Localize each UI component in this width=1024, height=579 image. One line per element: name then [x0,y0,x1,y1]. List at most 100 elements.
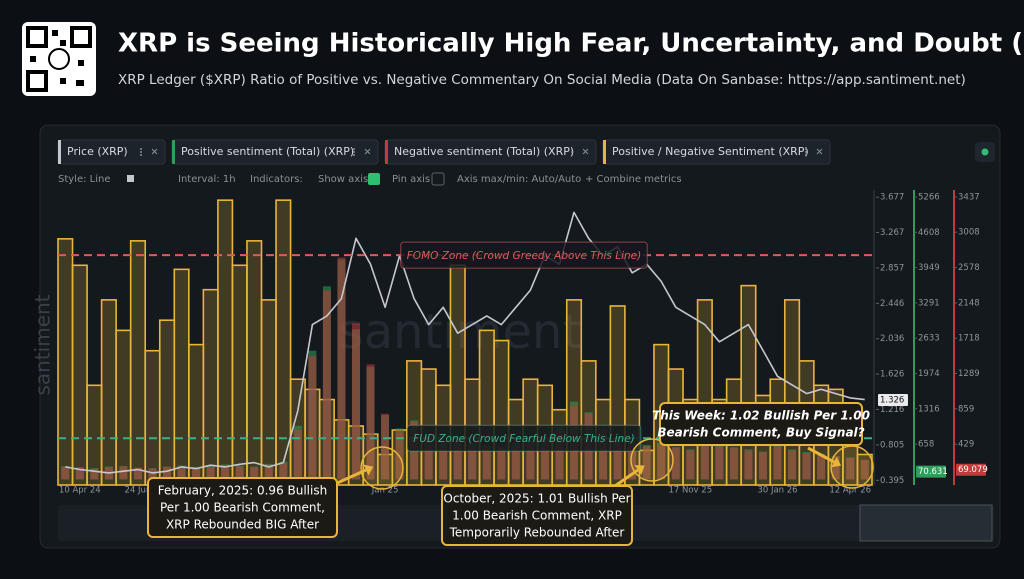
annotation-text: Temporarily Rebounded After [449,526,625,540]
toolbar-item: Indicators: [250,174,303,185]
y-tick-label: 1.626 [880,370,904,380]
y-tick-label: 0.805 [880,440,904,450]
price-line [65,211,865,474]
y-tick-label: 1718 [958,334,980,344]
toolbar-item: Interval: 1h [178,174,236,185]
sentiment-bar [148,468,157,480]
ratio-bar [57,238,74,486]
legend-close [364,148,371,155]
qr-finder [26,70,48,92]
x-tick-label: 17 Nov 25 [668,486,712,496]
watermark-side: santiment [31,294,55,395]
legend-item[interactable]: Price (XRP) [57,139,166,165]
ratio-bar [173,268,190,486]
zone-label: FUD Zone (Crowd Fearful Below This Line) [413,433,635,445]
legend-swatch [58,140,61,164]
y-tick-label: 859 [958,404,974,414]
y-tick-label: 4608 [918,228,940,238]
legend-swatch [385,140,388,164]
sentiment-bar [250,467,259,480]
sentiment-bar [279,462,288,480]
sentiment-bar [831,456,840,480]
y-tick-label: 2633 [918,334,940,344]
last-value-badge [956,463,986,476]
x-tick-label: 30 Jan 26 [757,486,797,496]
annotation-text: Bearish Comment, Buy Signal? [657,426,864,440]
ratio-bar [71,264,88,486]
y-tick-label: 1289 [958,369,980,379]
y-tick-label: 658 [918,440,934,450]
sentiment-bar [308,356,317,480]
legend-close [582,148,589,155]
sentiment-bar [817,454,826,480]
legend-menu [353,148,355,150]
sentiment-bar [788,450,797,480]
ratio-bar [115,329,132,486]
legend-menu [805,154,807,156]
sentiment-bar [264,464,273,480]
annotation-text: 1.00 Bearish Comment, XRP [452,509,622,523]
legend-item[interactable]: Negative sentiment (Total) (XRP) [384,139,597,165]
legend-swatch [603,140,606,164]
sentiment-bar [729,448,738,480]
sentiment-bar [366,364,375,480]
sentiment-bar [119,466,128,480]
y-tick-label: 3291 [918,298,940,308]
sentiment-bar [846,458,855,480]
sentiment-bar [758,452,767,480]
sentiment-bar [75,467,84,480]
qr-dot [60,78,66,84]
qr-dot [30,56,36,62]
sentiment-bar [395,430,404,480]
color-picker [127,175,134,182]
ratio-bar [231,264,248,486]
legend-close [816,148,823,155]
zone-label-box [406,424,642,452]
qr-dot [76,80,84,86]
qr-dot [60,40,66,46]
ratio-bar [100,299,117,486]
y-tick-label: 2578 [958,263,980,273]
y-tick-label: 2.857 [880,263,904,273]
y-tick-label: 2148 [958,298,980,308]
sentiment-bar [337,257,346,480]
last-value-badge [878,393,908,406]
toolbar-item: Show axis [318,174,368,185]
legend-close [151,148,158,155]
legend-label: Negative sentiment (Total) (XRP) [394,145,574,158]
ratio-bar [188,343,205,486]
sentiment-bar [700,438,709,480]
legend-item[interactable]: Positive sentiment (Total) (XRP) [171,139,379,165]
annotation-box [147,477,338,538]
subtitle: XRP Ledger ($XRP) Ratio of Positive vs. … [118,72,966,88]
legend-item[interactable]: Positive / Negative Sentiment (XRP) [602,139,831,165]
qr-finder [70,26,92,48]
navigator-window[interactable] [859,504,993,542]
sentiment-bar [555,430,564,480]
y-tick-label: 0.395 [880,476,904,486]
y-tick-label: 1316 [918,404,940,414]
legend-label: Positive / Negative Sentiment (XRP) [612,145,809,158]
y-tick-label: 1.216 [880,405,904,415]
annotation-arrowhead [831,456,842,468]
x-tick-label: 12 Apr 26 [829,486,871,496]
annotation-box [441,485,633,546]
x-tick-label: 10 Apr 24 [59,486,101,496]
status-dot [981,148,989,156]
sentiment-bar [235,466,244,480]
sentiment-bar [221,465,230,480]
show-axis-checkbox [368,173,380,185]
last-value-label: 70.631 [918,467,948,477]
toolbar-item: Axis max/min: Auto/Auto [457,174,581,185]
zone-label-box [400,241,648,269]
sentiment-bar [206,467,215,480]
legend-label: Price (XRP) [67,145,128,158]
sentiment-bar [671,448,680,480]
ratio-bar [246,240,263,486]
qr-dot [52,30,58,36]
legend-menu [805,151,807,153]
ratio-bar [202,288,219,486]
highlight-circle [830,445,874,489]
sentiment-bar [163,467,172,480]
sentiment-bar [599,430,608,480]
